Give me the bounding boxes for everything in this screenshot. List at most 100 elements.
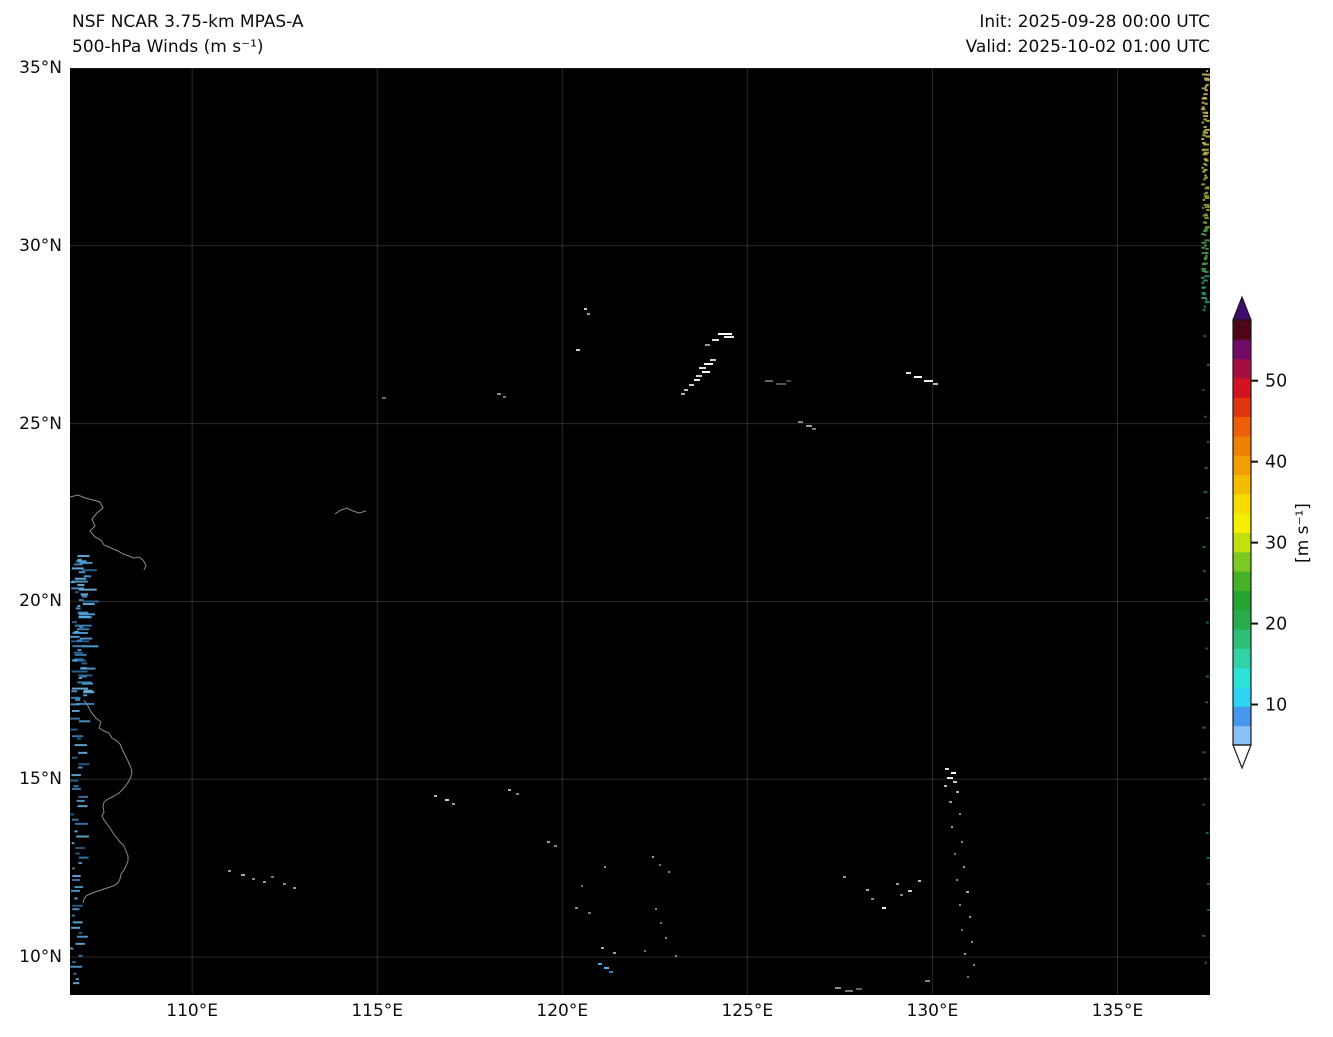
wind-speckle xyxy=(71,842,75,845)
wind-speckle xyxy=(77,681,92,684)
wind-speckle xyxy=(74,744,87,747)
wind-speckle xyxy=(1201,267,1207,270)
wind-speckle xyxy=(77,611,89,614)
wind-streak xyxy=(956,791,959,793)
wind-speckle xyxy=(74,886,84,889)
wind-streak xyxy=(587,313,590,315)
wind-speckle xyxy=(1205,186,1210,189)
wind-speckle xyxy=(72,921,83,924)
wind-speckle xyxy=(72,645,85,648)
wind-speckle xyxy=(71,687,89,690)
wind-speckle xyxy=(72,982,80,985)
colorbar-segment xyxy=(1233,455,1251,476)
wind-speckle xyxy=(76,702,95,705)
wind-streak xyxy=(554,845,557,847)
wind-speckle xyxy=(77,555,90,558)
wind-streak xyxy=(704,363,713,365)
colorbar-segment xyxy=(1233,493,1251,514)
wind-streak xyxy=(684,389,688,391)
wind-speckle xyxy=(1203,305,1207,308)
wind-streak xyxy=(228,870,231,872)
wind-speckle xyxy=(1204,213,1208,216)
wind-streak xyxy=(263,881,266,883)
wind-speckle xyxy=(1204,466,1208,469)
wind-speckle xyxy=(78,571,86,574)
colorbar-segment xyxy=(1233,532,1251,553)
wind-speckle xyxy=(73,651,84,654)
colorbar-segment xyxy=(1233,339,1251,360)
wind-speckle xyxy=(78,766,83,769)
wind-streak xyxy=(961,929,963,931)
x-tick-label: 130°E xyxy=(906,1001,959,1021)
colorbar-tick-label: 10 xyxy=(1265,696,1287,716)
plot-title-line1: NSF NCAR 3.75-km MPAS-A xyxy=(72,12,304,32)
wind-speckle xyxy=(70,947,74,950)
colorbar-segment xyxy=(1233,474,1251,495)
wind-streak xyxy=(882,907,886,909)
wind-speckle xyxy=(83,689,93,692)
wind-speckle xyxy=(70,965,83,968)
wind-streak xyxy=(452,803,455,805)
wind-speckle xyxy=(72,961,76,964)
wind-speckle xyxy=(1203,244,1208,247)
wind-streak xyxy=(668,871,670,873)
wind-speckle xyxy=(75,698,81,701)
colorbar-tick-label: 40 xyxy=(1265,453,1287,473)
wind-streak xyxy=(964,953,966,955)
wind-streak xyxy=(776,383,786,385)
wind-streak xyxy=(765,380,773,382)
wind-speckle xyxy=(76,560,87,563)
colorbar-segment xyxy=(1233,725,1251,746)
wind-speckle xyxy=(1205,164,1208,167)
wind-speckle xyxy=(1205,70,1209,73)
wind-speckle xyxy=(1202,388,1205,391)
wind-streak xyxy=(241,874,245,876)
wind-speckle xyxy=(77,737,81,740)
wind-streak xyxy=(508,789,511,791)
wind-speckle xyxy=(78,954,83,957)
wind-speckle xyxy=(76,628,90,631)
wind-speckle xyxy=(1205,701,1209,704)
wind-speckle xyxy=(1203,178,1206,181)
wind-speckle xyxy=(75,942,85,945)
colorbar-tick-label: 20 xyxy=(1265,615,1287,635)
wind-speckle xyxy=(1204,258,1208,261)
wind-speckle xyxy=(1201,269,1206,272)
wind-streak xyxy=(434,795,437,797)
wind-speckle xyxy=(1204,85,1208,88)
wind-streak xyxy=(900,894,903,896)
wind-speckle xyxy=(1201,251,1207,254)
wind-speckle xyxy=(1205,251,1209,254)
wind-speckle xyxy=(1201,106,1205,109)
wind-streak xyxy=(724,336,734,338)
wind-speckle xyxy=(72,580,88,583)
wind-speckle xyxy=(1203,195,1209,198)
wind-speckle xyxy=(1203,192,1208,195)
wind-streak xyxy=(924,380,933,382)
wind-speckle xyxy=(83,694,88,697)
map-plot-area xyxy=(70,68,1210,995)
wind-speckle xyxy=(1202,170,1206,173)
colorbar-segment xyxy=(1233,590,1251,611)
wind-streak xyxy=(271,876,274,878)
wind-speckle xyxy=(1205,247,1209,250)
wind-streak xyxy=(655,908,657,910)
wind-speckle xyxy=(1203,77,1210,80)
wind-speckle xyxy=(1206,856,1210,859)
wind-speckle xyxy=(1202,131,1209,134)
wind-speckle xyxy=(1202,279,1208,282)
wind-speckle xyxy=(1205,647,1208,650)
wind-speckle xyxy=(1202,293,1207,296)
wind-streak xyxy=(871,898,874,900)
wind-streak xyxy=(786,380,791,382)
wind-speckle xyxy=(1204,159,1209,162)
wind-speckle xyxy=(1205,135,1210,138)
colorbar: 50 40 30 20 10 xyxy=(1231,293,1331,782)
wind-speckle xyxy=(1204,89,1209,92)
wind-speckle xyxy=(77,584,85,587)
wind-field-canvas xyxy=(70,68,1210,995)
wind-speckle xyxy=(75,846,86,849)
wind-speckle xyxy=(1204,961,1207,964)
wind-speckle xyxy=(1204,301,1210,304)
wind-speckle xyxy=(81,595,88,598)
